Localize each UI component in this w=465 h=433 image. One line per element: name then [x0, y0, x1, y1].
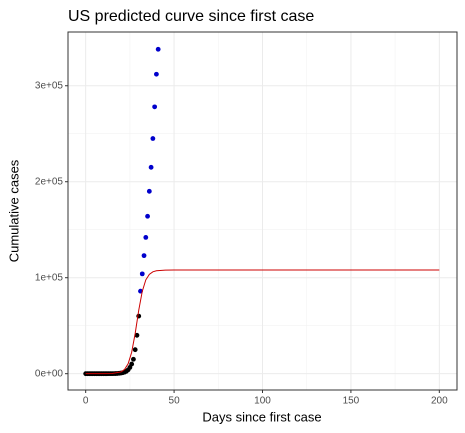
point — [132, 347, 138, 353]
point — [145, 213, 150, 219]
point — [148, 164, 154, 170]
point — [131, 356, 136, 362]
x-tick-label: 200 — [431, 396, 448, 407]
point — [150, 136, 156, 141]
panel-border — [67, 31, 458, 391]
point — [146, 188, 152, 194]
x-tick-label: 100 — [254, 396, 271, 407]
point — [155, 46, 161, 52]
point — [139, 271, 145, 277]
chart-title: US predicted curve since first case — [68, 8, 314, 25]
x-tick-label: 150 — [343, 396, 360, 407]
point — [152, 104, 158, 110]
point — [141, 253, 147, 259]
point — [154, 71, 159, 77]
point — [143, 234, 149, 240]
x-axis-label: Days since first case — [202, 409, 321, 424]
point — [134, 332, 140, 338]
y-tick-label: 0e+00 — [35, 368, 64, 379]
point — [129, 361, 135, 367]
x-tick-label: 0 — [83, 396, 89, 407]
x-tick-label: 50 — [169, 396, 181, 407]
point — [136, 313, 142, 319]
y-tick-label: 2e+05 — [35, 176, 64, 187]
y-tick-label: 3e+05 — [35, 80, 64, 91]
line — [85, 269, 440, 375]
y-axis-label: Cumulative cases — [6, 159, 21, 262]
y-tick-label: 1e+05 — [35, 272, 64, 283]
